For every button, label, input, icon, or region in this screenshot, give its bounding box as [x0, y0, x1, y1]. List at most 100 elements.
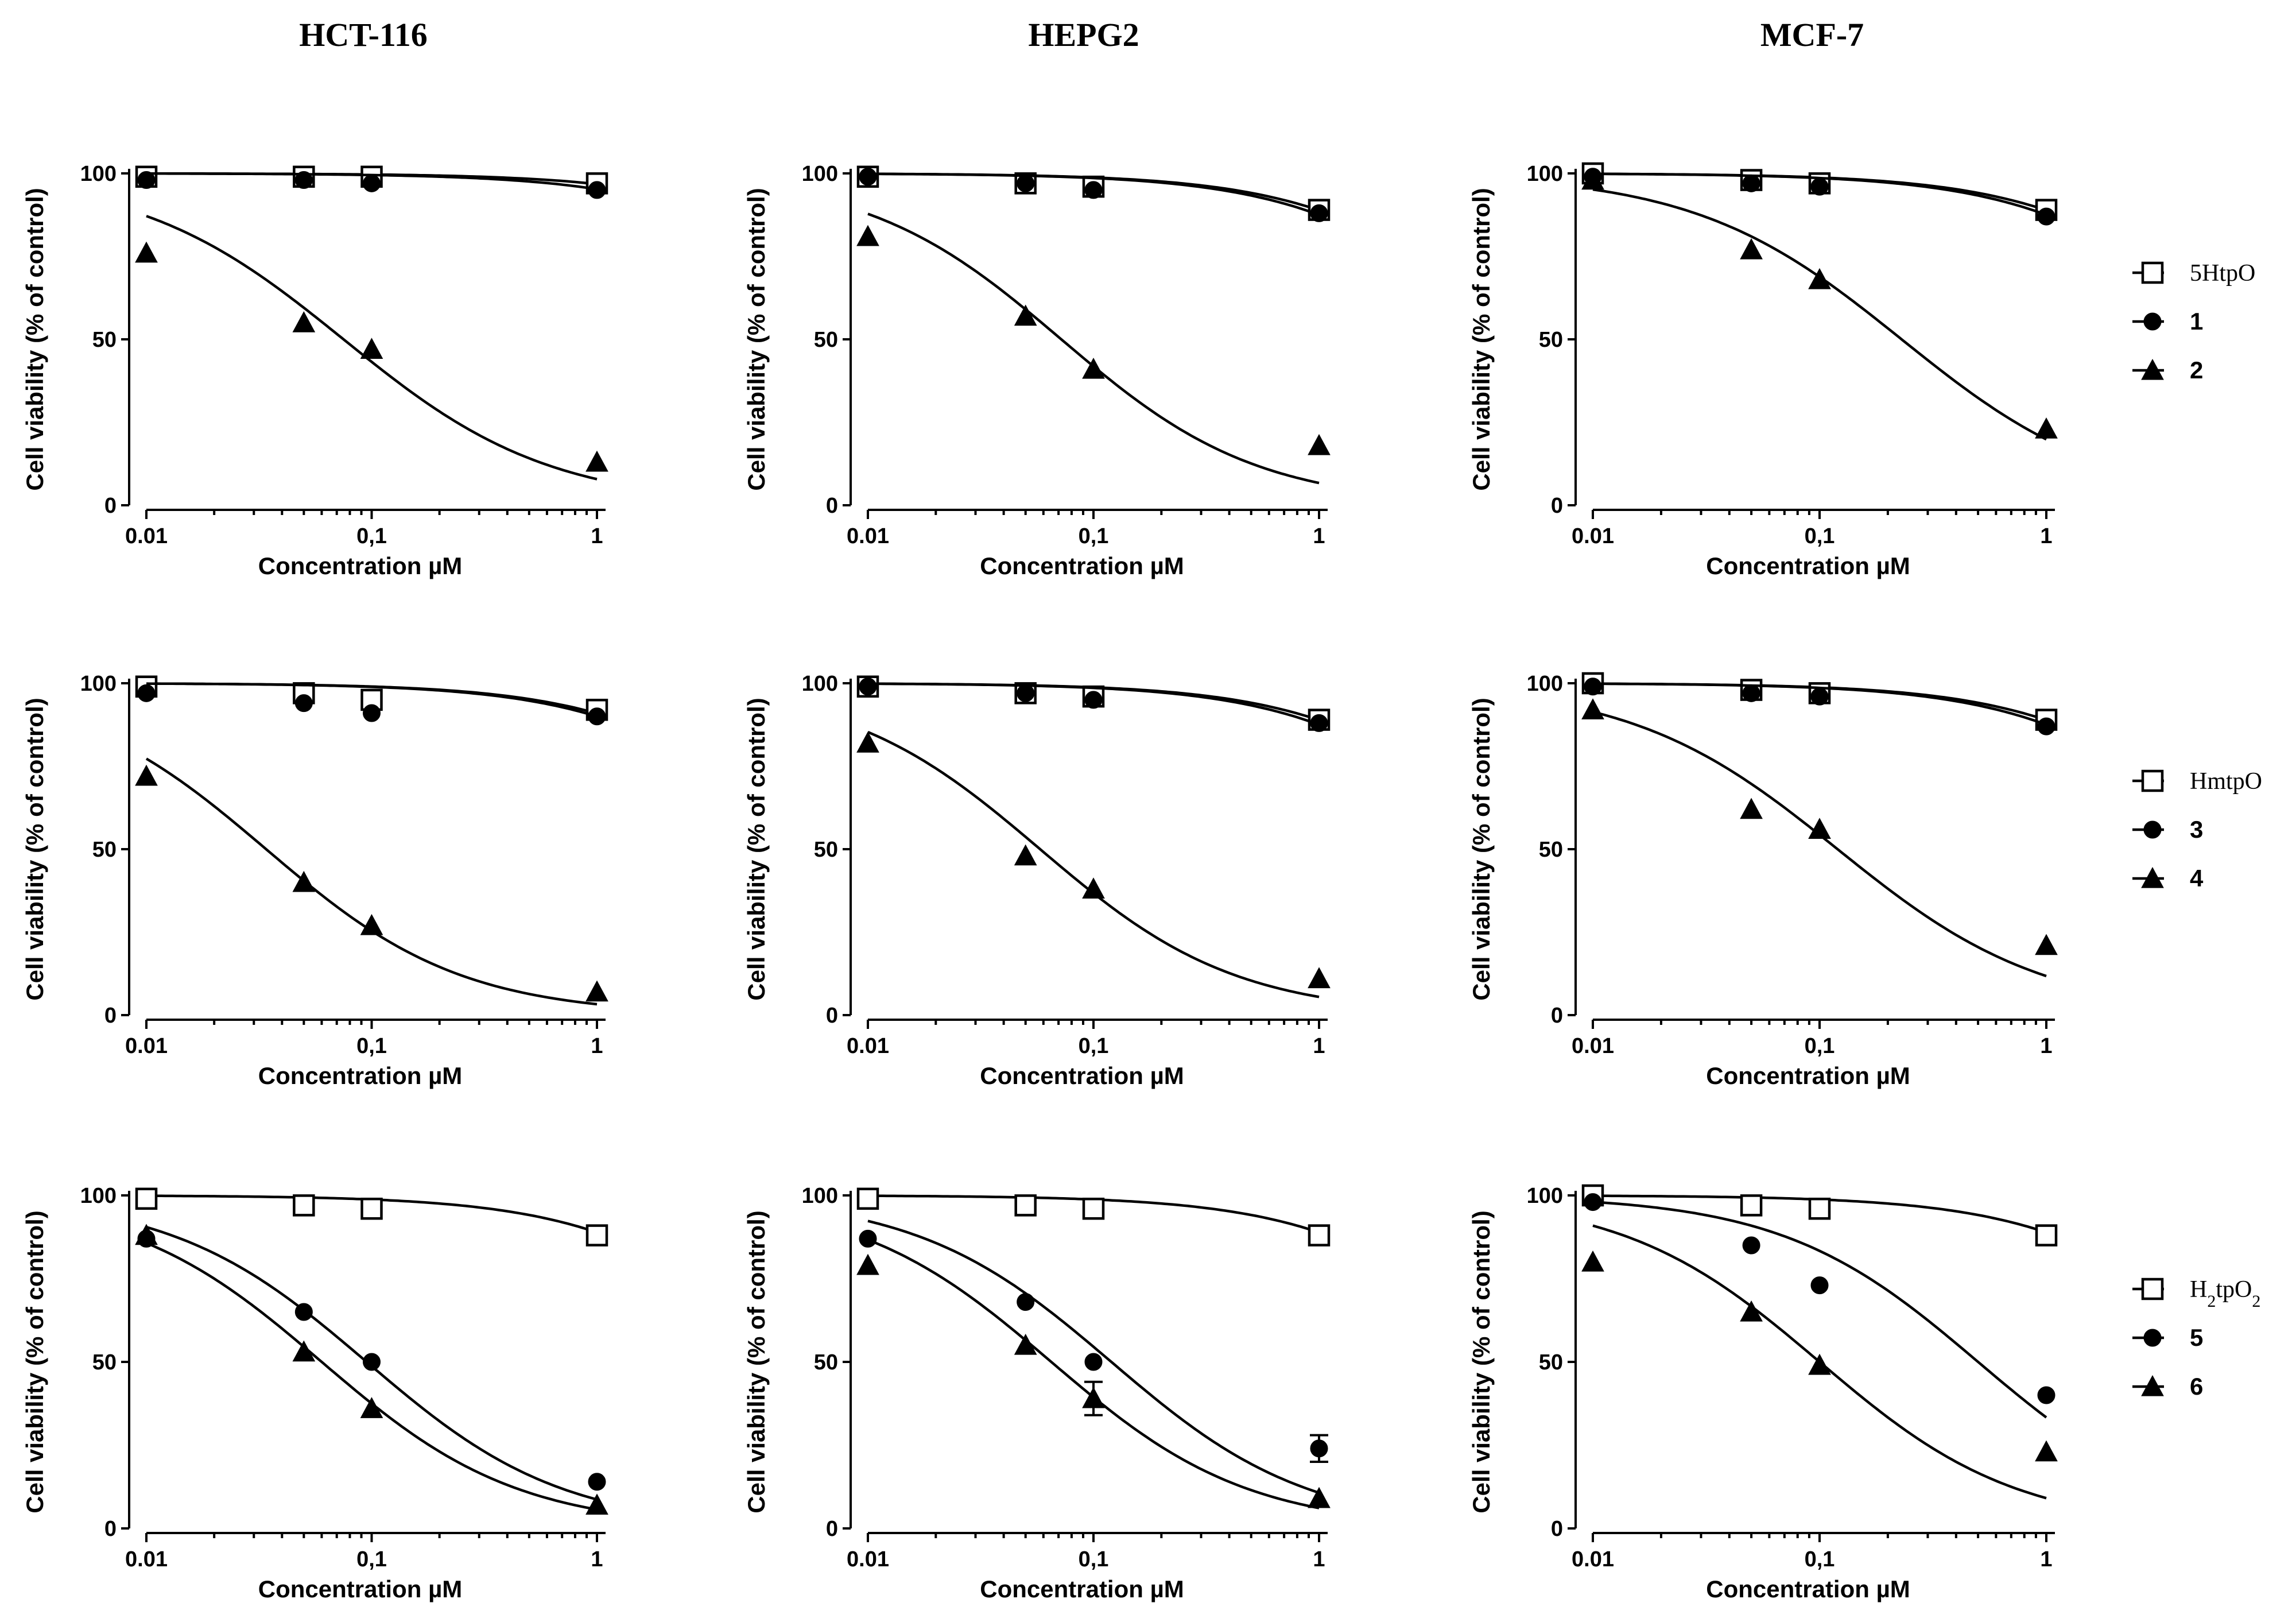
x-tick-label: 0,1 — [356, 524, 387, 548]
data-point-circle — [363, 174, 381, 192]
data-point-triangle — [2035, 417, 2058, 439]
fit-curve — [146, 215, 598, 481]
data-point-triangle — [1581, 168, 1604, 190]
x-tick-label: 1 — [591, 524, 603, 548]
data-point-square — [585, 1224, 608, 1246]
legend-item: 5 — [2132, 1324, 2203, 1351]
legend-label: 5 — [2190, 1324, 2203, 1351]
legend-marker-triangle — [2141, 358, 2164, 380]
y-tick-label: 0 — [104, 1004, 117, 1028]
data-point-square — [1082, 1197, 1105, 1220]
fit-curve — [867, 682, 1320, 726]
x-axis-title: Concentration µM — [258, 1575, 463, 1602]
y-tick-label: 50 — [1539, 1350, 1563, 1375]
series-circle — [859, 168, 1328, 222]
data-point-circle — [859, 678, 877, 696]
data-point-square — [135, 1187, 158, 1210]
x-tick-label: 0,1 — [356, 1547, 387, 1571]
data-point-circle — [1810, 687, 1829, 706]
data-point-square — [1808, 1197, 1831, 1220]
data-point-square — [856, 1187, 879, 1210]
data-point-circle — [363, 704, 381, 722]
column-title-0: HCT-116 — [299, 16, 427, 53]
y-axis-title: Cell viability (% of control) — [21, 188, 48, 490]
y-tick-label: 100 — [80, 162, 117, 186]
data-point-circle — [363, 1353, 381, 1371]
data-point-triangle — [360, 913, 383, 935]
data-point-triangle — [1808, 268, 1831, 289]
series-triangle — [135, 757, 608, 1006]
data-point-square — [2035, 1224, 2058, 1246]
data-point-circle — [1017, 1293, 1035, 1311]
fit-curve — [146, 1241, 598, 1511]
panel-0: 0 50 100 0.01 0,1 1 Concentration µM Cell viabi… — [21, 162, 608, 579]
y-axis-title: Cell viability (% of control) — [743, 1210, 770, 1513]
data-point-triangle — [292, 311, 316, 332]
x-tick-label: 0.01 — [125, 1034, 168, 1058]
x-tick-label: 0.01 — [125, 1547, 168, 1571]
data-point-circle — [1084, 691, 1103, 709]
y-tick-label: 100 — [802, 162, 838, 186]
fit-curve — [867, 1220, 1320, 1495]
data-point-triangle — [135, 241, 158, 263]
legend-label: HmtpO — [2190, 768, 2262, 795]
legend-marker-square — [2141, 769, 2164, 792]
y-tick-label: 100 — [80, 1184, 117, 1208]
series-circle — [859, 1220, 1328, 1495]
data-point-triangle — [585, 450, 608, 472]
fit-curve — [1592, 1201, 2047, 1419]
y-tick-label: 50 — [92, 1350, 117, 1375]
x-tick-label: 1 — [2040, 1034, 2052, 1058]
panel-4: 0 50 100 0.01 0,1 1 Concentration µM Cell viabi… — [743, 672, 1331, 1089]
x-axis-title: Concentration µM — [258, 1062, 463, 1089]
x-tick-label: 0,1 — [1079, 1034, 1109, 1058]
x-tick-label: 0.01 — [847, 1547, 889, 1571]
data-point-circle — [1742, 174, 1760, 192]
x-axis-title: Concentration µM — [980, 1575, 1184, 1602]
data-point-circle — [1017, 174, 1035, 192]
data-point-circle — [1742, 684, 1760, 702]
data-point-triangle — [856, 731, 879, 753]
series-triangle — [135, 1224, 608, 1515]
data-point-triangle — [1082, 357, 1105, 379]
y-tick-label: 50 — [814, 1350, 838, 1375]
data-point-circle — [1084, 1353, 1103, 1371]
data-point-triangle — [856, 224, 879, 246]
panel-7: 0 50 100 0.01 0,1 1 Concentration µM Cell viabi… — [743, 1184, 1331, 1602]
x-tick-label: 0.01 — [1572, 524, 1614, 548]
panel-8: 0 50 100 0.01 0,1 1 Concentration µM Cell viabi… — [1468, 1184, 2058, 1602]
y-tick-label: 100 — [1527, 672, 1563, 696]
data-point-circle — [2037, 717, 2055, 735]
legend-marker-circle — [2143, 1329, 2162, 1347]
legend-item: 4 — [2132, 865, 2204, 892]
series-square — [856, 1187, 1331, 1246]
legend-item: 5HtpO — [2132, 260, 2255, 287]
data-point-triangle — [585, 980, 608, 1002]
legend-label: H2tpO2 — [2190, 1276, 2260, 1311]
x-tick-label: 0.01 — [847, 1034, 889, 1058]
data-point-triangle — [360, 1397, 383, 1418]
data-point-circle — [588, 181, 606, 199]
x-tick-label: 0,1 — [1805, 1034, 1835, 1058]
data-point-triangle — [1740, 798, 1763, 819]
x-tick-label: 0,1 — [1805, 1547, 1835, 1571]
x-tick-label: 0.01 — [1572, 1034, 1614, 1058]
x-tick-label: 0.01 — [1572, 1547, 1614, 1571]
x-tick-label: 1 — [1313, 1034, 1325, 1058]
x-tick-label: 1 — [1313, 1547, 1325, 1571]
legends: 5HtpO 1 2 HmtpO 3 4 H2tpO2 5 6 — [2132, 260, 2262, 1400]
y-tick-label: 100 — [802, 1184, 838, 1208]
panel-2: 0 50 100 0.01 0,1 1 Concentration µM Cell viabi… — [1468, 162, 2058, 579]
legend-label: 5HtpO — [2190, 260, 2255, 287]
series-triangle — [856, 730, 1331, 998]
fit-curve — [867, 172, 1320, 216]
legend-label: 4 — [2190, 865, 2204, 892]
data-point-triangle — [135, 764, 158, 786]
y-axis-title: Cell viability (% of control) — [21, 1210, 48, 1513]
data-point-circle — [859, 168, 877, 186]
data-point-circle — [1742, 1236, 1760, 1255]
y-tick-label: 50 — [92, 838, 117, 862]
data-point-triangle — [1808, 1353, 1831, 1375]
data-point-triangle — [1808, 818, 1831, 839]
y-tick-label: 0 — [1551, 494, 1563, 518]
